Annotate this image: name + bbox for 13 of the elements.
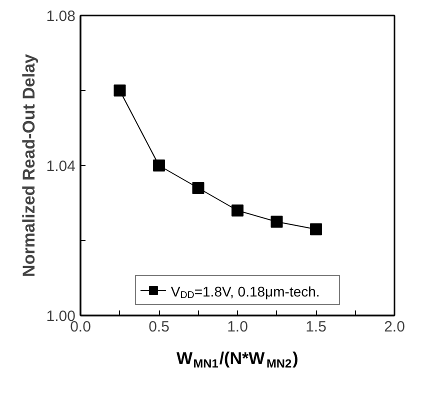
point (270, 216, 283, 228)
x-tick-label: 0.5 (148, 318, 170, 336)
point (310, 223, 322, 236)
x-tick-label: 1.5 (306, 318, 326, 336)
point (192, 182, 204, 194)
y-tick-label: 1.08 (46, 8, 76, 25)
point (153, 160, 165, 172)
x-tick-label: 1.0 (227, 318, 248, 336)
point (232, 204, 244, 216)
y-axis-title: Normalized Read-Out Delay (19, 53, 38, 277)
y-tick-label: 1.04 (46, 158, 76, 175)
x-tick-label: 2.0 (384, 318, 405, 336)
point (114, 84, 126, 96)
